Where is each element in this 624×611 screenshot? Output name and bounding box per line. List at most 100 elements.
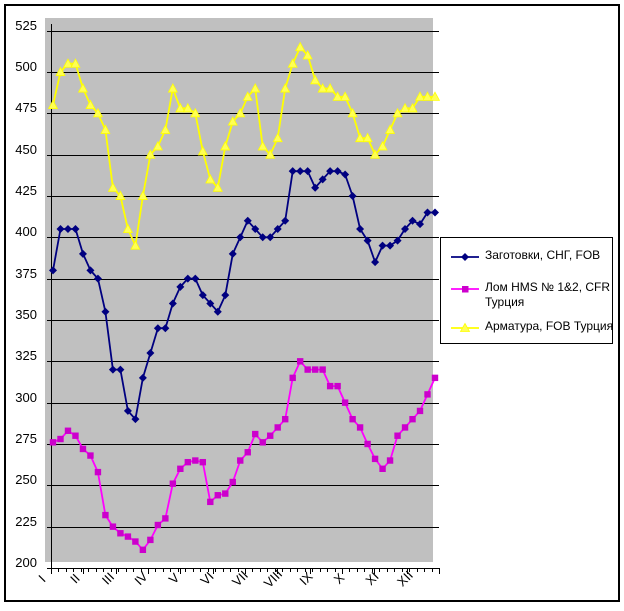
diamond-marker-icon	[49, 266, 57, 275]
triangle-marker-icon	[92, 107, 104, 118]
diamond-marker-icon	[243, 216, 252, 225]
square-marker-icon	[386, 457, 394, 464]
triangle-marker-icon	[70, 58, 81, 68]
y-axis-tick-label: 375	[15, 265, 37, 281]
square-marker-icon	[94, 468, 102, 476]
diamond-marker-icon	[161, 324, 170, 333]
legend-label: Заготовки, СНГ, FOB	[485, 248, 601, 262]
square-marker-icon	[102, 511, 109, 519]
square-marker-icon	[356, 424, 364, 431]
triangle-marker-icon	[250, 83, 261, 93]
series-line-2	[52, 46, 435, 247]
triangle-marker-icon	[302, 49, 313, 60]
diamond-marker-icon	[168, 299, 177, 308]
square-marker-icon	[229, 478, 236, 486]
diamond-marker-icon	[63, 225, 72, 234]
diamond-marker-icon	[221, 291, 230, 300]
triangle-marker-icon	[384, 124, 396, 134]
triangle-marker-icon	[220, 140, 231, 151]
square-marker-icon	[341, 399, 349, 406]
diamond-marker-icon	[273, 225, 282, 234]
square-marker-icon	[424, 391, 431, 398]
legend-entry-0: Заготовки, СНГ, FOB	[450, 248, 618, 268]
triangle-marker-icon	[332, 91, 343, 101]
y-axis-tick-label: 300	[15, 389, 37, 405]
y-axis-tick-label: 250	[15, 472, 37, 488]
diamond-marker-icon	[288, 167, 297, 176]
triangle-marker-icon	[265, 149, 276, 159]
triangle-marker-icon	[429, 91, 441, 101]
square-legend-marker-icon	[450, 282, 480, 300]
series-line-1	[52, 360, 436, 551]
triangle-marker-icon	[122, 223, 133, 234]
diamond-marker-icon	[266, 233, 275, 242]
diamond-marker-icon	[146, 349, 155, 358]
y-axis-tick-label: 400	[15, 224, 37, 240]
square-marker-icon	[199, 458, 207, 466]
triangle-marker-icon	[242, 91, 253, 101]
square-marker-icon	[304, 366, 311, 373]
square-marker-icon	[394, 432, 401, 439]
diamond-marker-icon	[123, 406, 132, 415]
y-axis-tick-label: 225	[15, 513, 37, 529]
diamond-marker-icon	[318, 175, 327, 184]
triangle-marker-icon	[197, 145, 208, 156]
triangle-marker-icon	[137, 190, 148, 200]
triangle-marker-icon	[310, 74, 321, 85]
triangle-marker-icon	[47, 99, 59, 110]
triangle-marker-icon	[107, 182, 118, 192]
triangle-marker-icon	[205, 173, 216, 184]
square-marker-icon	[319, 366, 326, 373]
triangle-marker-icon	[295, 41, 306, 52]
square-marker-icon	[72, 432, 79, 439]
triangle-marker-icon	[272, 132, 283, 143]
square-marker-icon	[289, 374, 296, 382]
diamond-marker-icon	[116, 365, 125, 374]
diamond-marker-icon	[363, 236, 372, 245]
square-marker-icon	[311, 366, 319, 373]
diamond-marker-icon	[251, 225, 260, 234]
triangle-marker-icon	[62, 58, 74, 68]
diamond-marker-icon	[371, 258, 380, 267]
diamond-marker-icon	[386, 241, 395, 250]
square-marker-icon	[259, 439, 266, 446]
diamond-marker-icon	[86, 266, 95, 275]
square-marker-icon	[87, 452, 94, 459]
triangle-marker-icon	[347, 107, 358, 118]
diamond-marker-icon	[108, 365, 117, 374]
triangle-marker-icon	[167, 83, 178, 93]
square-marker-icon	[124, 533, 132, 540]
square-marker-icon	[334, 382, 341, 390]
diamond-marker-icon	[348, 191, 357, 200]
triangle-marker-icon	[77, 83, 89, 93]
triangle-marker-icon	[115, 190, 126, 200]
square-marker-icon	[214, 492, 221, 499]
square-marker-icon	[274, 424, 281, 431]
diamond-marker-icon	[138, 373, 147, 382]
diamond-marker-icon	[153, 324, 162, 333]
triangle-marker-icon	[325, 83, 336, 93]
square-marker-icon	[139, 546, 147, 554]
triangle-marker-icon	[130, 240, 141, 250]
square-marker-icon	[252, 430, 259, 438]
triangle-marker-icon	[257, 140, 268, 151]
triangle-marker-icon	[287, 58, 298, 68]
square-marker-icon	[237, 457, 244, 464]
square-marker-icon	[64, 427, 72, 434]
square-marker-icon	[184, 458, 192, 466]
triangle-marker-icon	[340, 91, 351, 101]
triangle-marker-icon	[212, 182, 223, 192]
triangle-marker-icon	[355, 132, 366, 143]
diamond-marker-icon	[326, 167, 335, 176]
y-axis-tick-label: 425	[15, 182, 37, 198]
triangle-marker-icon	[85, 99, 96, 110]
diamond-marker-icon	[191, 274, 200, 283]
square-marker-icon	[162, 515, 169, 522]
diamond-marker-icon	[206, 299, 215, 308]
triangle-marker-icon	[100, 124, 111, 134]
diamond-marker-icon	[378, 241, 387, 250]
plot-area	[45, 18, 433, 562]
y-axis-tick-label: 325	[15, 348, 37, 364]
square-marker-icon	[281, 415, 289, 423]
